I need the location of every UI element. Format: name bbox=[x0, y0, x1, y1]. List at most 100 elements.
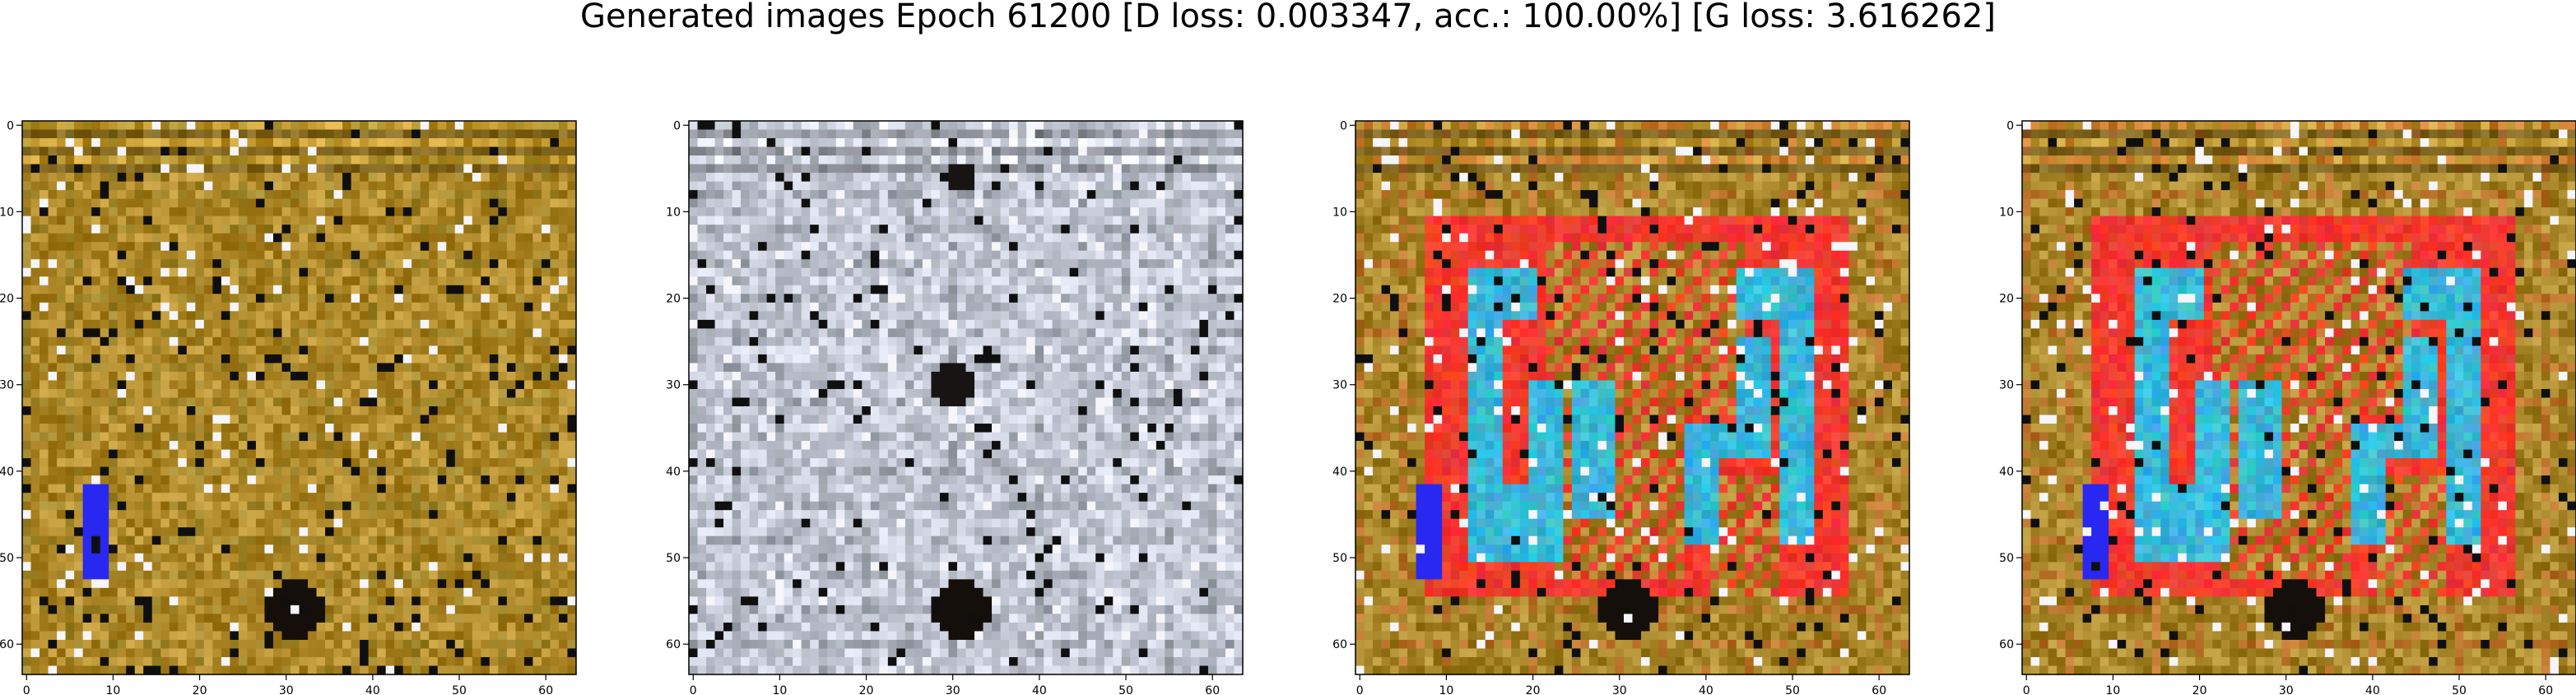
image-pixel bbox=[100, 562, 109, 572]
image-pixel bbox=[160, 441, 170, 451]
image-pixel bbox=[454, 493, 464, 503]
image-pixel bbox=[992, 121, 1002, 131]
image-pixel bbox=[255, 501, 266, 511]
image-pixel bbox=[117, 294, 127, 303]
image-pixel bbox=[195, 388, 205, 399]
image-pixel bbox=[360, 605, 370, 614]
image-pixel bbox=[506, 198, 516, 208]
image-pixel bbox=[134, 596, 144, 606]
image-pixel bbox=[342, 259, 352, 269]
image-pixel bbox=[541, 631, 551, 641]
image-pixel bbox=[463, 336, 473, 347]
image-pixel bbox=[308, 510, 318, 520]
image-pixel bbox=[412, 233, 421, 243]
image-pixel bbox=[316, 215, 326, 225]
image-pixel bbox=[212, 432, 222, 442]
image-pixel bbox=[40, 267, 49, 277]
image-pixel bbox=[887, 155, 897, 165]
image-pixel bbox=[126, 354, 136, 364]
image-pixel bbox=[368, 242, 378, 252]
image-pixel bbox=[48, 146, 58, 156]
image-pixel bbox=[290, 527, 300, 537]
image-pixel bbox=[169, 173, 179, 183]
image-pixel bbox=[515, 562, 525, 572]
image-pixel bbox=[922, 164, 932, 174]
image-pixel bbox=[446, 345, 456, 355]
image-pixel bbox=[481, 388, 491, 399]
image-pixel bbox=[368, 164, 378, 174]
image-pixel bbox=[290, 553, 300, 563]
image-pixel bbox=[437, 648, 447, 658]
image-pixel bbox=[238, 501, 249, 511]
image-pixel bbox=[109, 424, 119, 433]
image-pixel bbox=[342, 665, 352, 675]
image-pixel bbox=[1138, 138, 1148, 148]
image-pixel bbox=[541, 267, 551, 277]
image-pixel bbox=[117, 449, 127, 459]
image-pixel bbox=[498, 250, 508, 260]
image-pixel bbox=[255, 138, 266, 148]
image-pixel bbox=[109, 466, 119, 476]
image-pixel bbox=[481, 259, 491, 269]
image-pixel bbox=[412, 527, 421, 537]
image-pixel bbox=[412, 121, 421, 131]
image-pixel bbox=[48, 173, 58, 183]
image-pixel bbox=[151, 527, 161, 537]
image-pixel bbox=[818, 129, 828, 139]
image-pixel bbox=[351, 397, 360, 407]
image-pixel bbox=[515, 648, 525, 658]
image-pixel bbox=[342, 294, 352, 303]
image-pixel bbox=[541, 181, 551, 191]
image-pixel bbox=[481, 371, 491, 382]
image-pixel bbox=[1147, 198, 1157, 208]
image-pixel bbox=[299, 656, 309, 667]
image-pixel bbox=[255, 250, 266, 260]
image-pixel bbox=[82, 285, 92, 294]
image-pixel bbox=[290, 198, 300, 208]
image-pixel bbox=[281, 345, 291, 355]
image-pixel bbox=[498, 354, 508, 364]
image-pixel bbox=[541, 484, 551, 493]
image-pixel bbox=[437, 484, 447, 493]
image-pixel bbox=[481, 648, 491, 658]
image-pixel bbox=[446, 458, 456, 468]
image-pixel bbox=[30, 267, 40, 277]
image-pixel bbox=[515, 518, 525, 528]
image-pixel bbox=[325, 138, 335, 148]
image-pixel bbox=[472, 138, 481, 148]
image-pixel bbox=[481, 605, 491, 614]
image-pixel bbox=[550, 164, 560, 174]
image-pixel bbox=[446, 397, 456, 407]
image-pixel bbox=[126, 276, 136, 286]
image-pixel bbox=[134, 336, 144, 347]
image-pixel bbox=[40, 579, 49, 589]
image-pixel bbox=[169, 614, 179, 623]
image-pixel bbox=[308, 648, 318, 658]
image-pixel bbox=[40, 466, 49, 476]
image-pixel bbox=[109, 302, 119, 312]
image-pixel bbox=[230, 207, 239, 217]
image-pixel bbox=[143, 415, 153, 424]
image-pixel bbox=[255, 449, 266, 459]
image-pixel bbox=[272, 639, 283, 650]
image-pixel bbox=[351, 622, 360, 632]
image-pixel bbox=[948, 146, 958, 156]
image-pixel bbox=[100, 501, 109, 511]
image-pixel bbox=[567, 319, 577, 329]
image-pixel bbox=[437, 129, 447, 139]
image-pixel bbox=[126, 250, 136, 260]
image-pixel bbox=[40, 648, 49, 658]
image-pixel bbox=[481, 138, 491, 148]
image-pixel bbox=[1225, 155, 1235, 165]
image-pixel bbox=[160, 596, 170, 606]
image-pixel bbox=[82, 570, 92, 580]
image-pixel bbox=[169, 267, 179, 277]
image-pixel bbox=[523, 285, 534, 294]
image-pixel bbox=[212, 406, 222, 416]
image-pixel bbox=[333, 475, 343, 485]
image-pixel bbox=[308, 328, 318, 338]
image-pixel bbox=[472, 570, 481, 580]
image-pixel bbox=[325, 570, 335, 580]
image-pixel bbox=[1078, 138, 1088, 148]
image-pixel bbox=[429, 579, 439, 589]
